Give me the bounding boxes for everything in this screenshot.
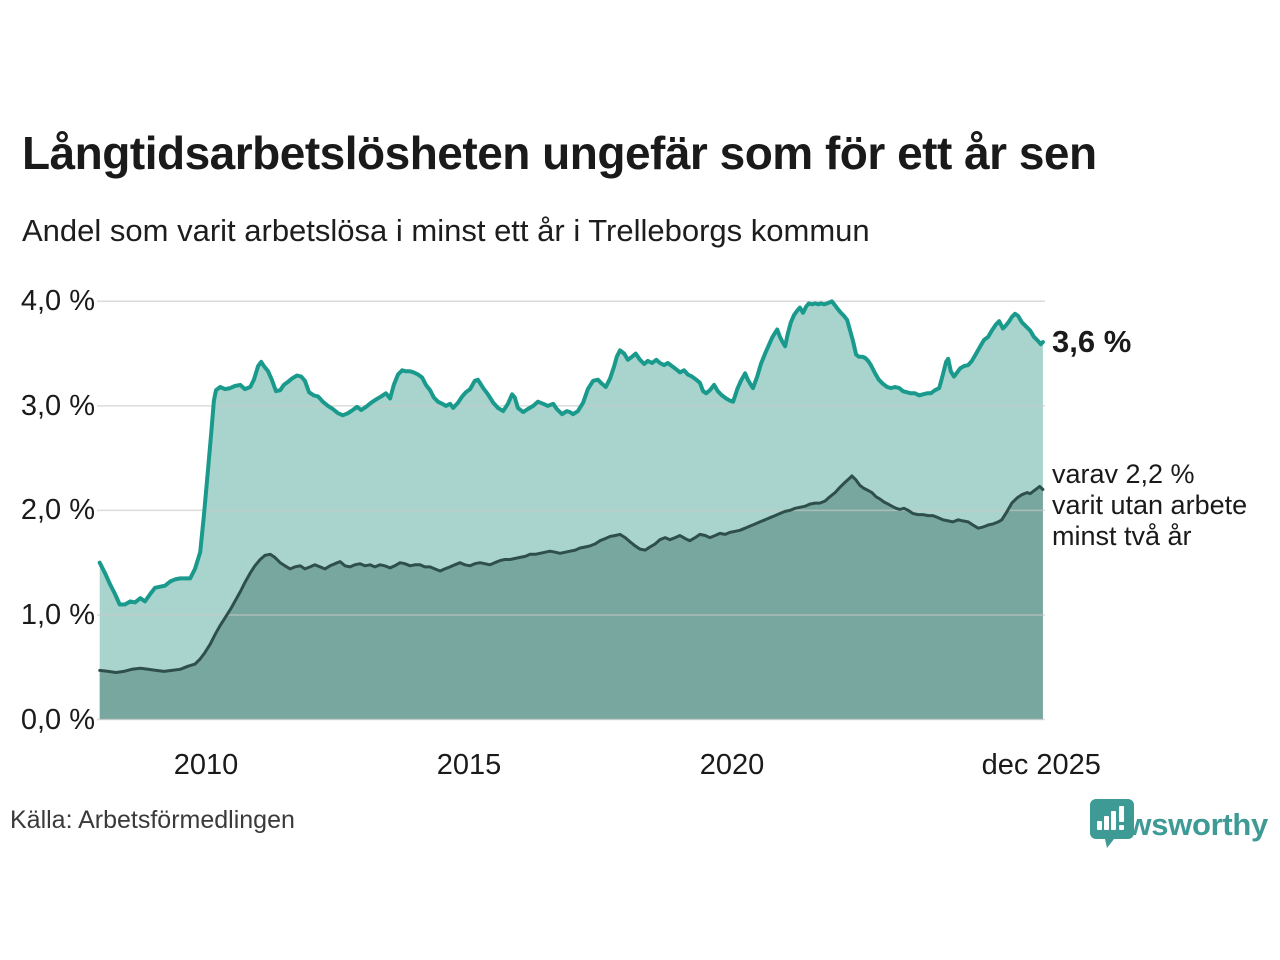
series1-line — [97, 299, 1045, 607]
y-axis-label-0: 0,0 % — [20, 703, 95, 736]
y-axis-label-4: 4,0 % — [20, 285, 95, 318]
brand-footer: Newsworthy — [1088, 797, 1268, 853]
page-title: Långtidsarbetslösheten ungefär som för e… — [22, 127, 1097, 179]
series2-annotation-line1: varav 2,2 % — [1052, 459, 1195, 489]
y-axis-label-1: 1,0 % — [20, 598, 95, 631]
series2-annotation-line2: varit utan arbete — [1052, 490, 1248, 520]
series2-area — [99, 475, 1043, 720]
series2-line — [98, 474, 1045, 674]
y-axis-label-3: 3,0 % — [20, 389, 95, 422]
x-axis-label-2015: 2015 — [436, 749, 502, 781]
x-axis-label-2010: 2010 — [173, 749, 239, 781]
series2-annotation-line3: minst två år — [1052, 521, 1192, 551]
chart-subtitle: Andel som varit arbetslösa i minst ett å… — [22, 213, 870, 248]
source-credit: Källa: Arbetsförmedlingen — [10, 806, 295, 834]
newsworthy-logo-icon — [1090, 799, 1135, 848]
x-axis-label-dec-2025: dec 2025 — [981, 749, 1101, 781]
x-axis-label-2020: 2020 — [699, 749, 765, 781]
series2-annotation: varav 2,2 % varit utan arbete minst två … — [1052, 459, 1247, 552]
y-axis-label-2: 2,0 % — [20, 494, 95, 527]
series1-end-value-label: 3,6 % — [1052, 324, 1132, 359]
